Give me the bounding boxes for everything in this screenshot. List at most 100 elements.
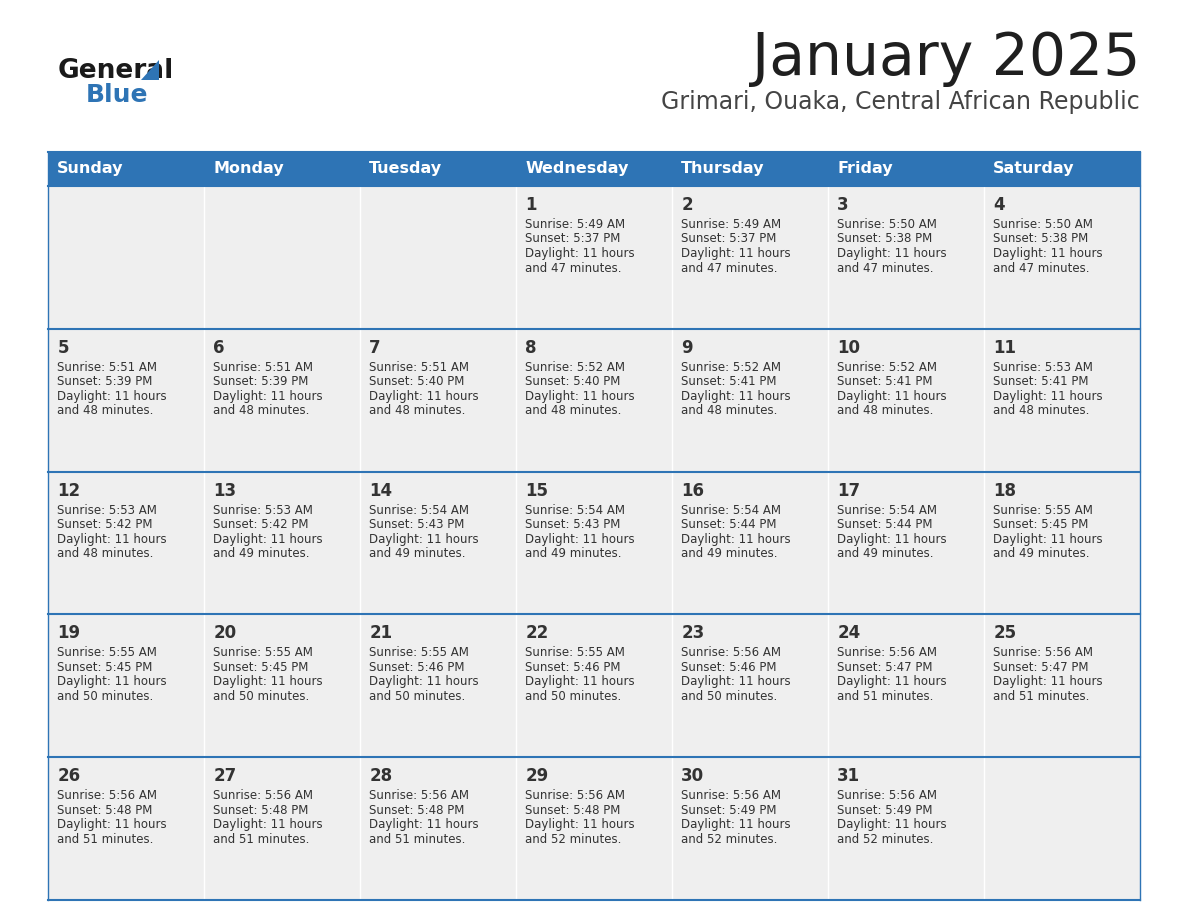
Text: Monday: Monday	[214, 162, 284, 176]
Text: and 47 minutes.: and 47 minutes.	[993, 262, 1089, 274]
Text: Sunrise: 5:55 AM: Sunrise: 5:55 AM	[993, 504, 1093, 517]
Text: Sunset: 5:42 PM: Sunset: 5:42 PM	[57, 518, 153, 532]
Bar	[204, 757, 360, 900]
Text: Sunrise: 5:54 AM: Sunrise: 5:54 AM	[838, 504, 937, 517]
Bar	[984, 472, 1140, 614]
Bar	[672, 472, 828, 614]
Text: Sunrise: 5:51 AM: Sunrise: 5:51 AM	[369, 361, 469, 374]
Text: Daylight: 11 hours: Daylight: 11 hours	[525, 390, 634, 403]
Bar	[828, 329, 984, 472]
Text: Daylight: 11 hours: Daylight: 11 hours	[838, 247, 947, 260]
Text: Daylight: 11 hours: Daylight: 11 hours	[525, 676, 634, 688]
Text: 25: 25	[993, 624, 1017, 643]
Text: 20: 20	[214, 624, 236, 643]
Text: and 51 minutes.: and 51 minutes.	[993, 690, 1089, 703]
Bar	[204, 614, 360, 757]
Text: Saturday: Saturday	[993, 162, 1075, 176]
Text: Thursday: Thursday	[682, 162, 765, 176]
Text: Sunrise: 5:56 AM: Sunrise: 5:56 AM	[214, 789, 314, 802]
Text: Friday: Friday	[838, 162, 893, 176]
Bar	[984, 614, 1140, 757]
Bar	[204, 152, 360, 186]
Text: Sunset: 5:48 PM: Sunset: 5:48 PM	[525, 803, 621, 817]
Bar	[516, 472, 672, 614]
Polygon shape	[141, 60, 159, 80]
Bar	[672, 186, 828, 329]
Text: Sunrise: 5:53 AM: Sunrise: 5:53 AM	[993, 361, 1093, 374]
Bar	[828, 757, 984, 900]
Text: 1: 1	[525, 196, 537, 214]
Bar	[984, 186, 1140, 329]
Text: Daylight: 11 hours: Daylight: 11 hours	[682, 676, 791, 688]
Text: and 50 minutes.: and 50 minutes.	[682, 690, 778, 703]
Text: Sunrise: 5:52 AM: Sunrise: 5:52 AM	[838, 361, 937, 374]
Text: and 49 minutes.: and 49 minutes.	[993, 547, 1089, 560]
Text: and 50 minutes.: and 50 minutes.	[369, 690, 466, 703]
Text: Sunset: 5:43 PM: Sunset: 5:43 PM	[369, 518, 465, 532]
Text: and 48 minutes.: and 48 minutes.	[682, 404, 778, 418]
Text: Sunrise: 5:56 AM: Sunrise: 5:56 AM	[838, 646, 937, 659]
Bar	[360, 614, 516, 757]
Text: 18: 18	[993, 482, 1017, 499]
Text: and 49 minutes.: and 49 minutes.	[369, 547, 466, 560]
Bar	[828, 614, 984, 757]
Text: Sunset: 5:48 PM: Sunset: 5:48 PM	[369, 803, 465, 817]
Text: Sunrise: 5:53 AM: Sunrise: 5:53 AM	[214, 504, 314, 517]
Text: and 52 minutes.: and 52 minutes.	[838, 833, 934, 845]
Bar	[48, 329, 204, 472]
Bar	[48, 152, 204, 186]
Text: Daylight: 11 hours: Daylight: 11 hours	[214, 818, 323, 831]
Bar	[360, 329, 516, 472]
Text: Daylight: 11 hours: Daylight: 11 hours	[682, 247, 791, 260]
Text: Sunrise: 5:55 AM: Sunrise: 5:55 AM	[214, 646, 314, 659]
Text: Daylight: 11 hours: Daylight: 11 hours	[838, 390, 947, 403]
Text: Sunrise: 5:53 AM: Sunrise: 5:53 AM	[57, 504, 157, 517]
Text: Sunset: 5:45 PM: Sunset: 5:45 PM	[214, 661, 309, 674]
Bar	[516, 186, 672, 329]
Text: Sunrise: 5:54 AM: Sunrise: 5:54 AM	[525, 504, 625, 517]
Text: 4: 4	[993, 196, 1005, 214]
Bar	[984, 757, 1140, 900]
Text: 21: 21	[369, 624, 392, 643]
Text: Sunrise: 5:49 AM: Sunrise: 5:49 AM	[682, 218, 782, 231]
Text: and 50 minutes.: and 50 minutes.	[57, 690, 153, 703]
Text: Sunset: 5:48 PM: Sunset: 5:48 PM	[57, 803, 153, 817]
Text: Sunset: 5:41 PM: Sunset: 5:41 PM	[993, 375, 1089, 388]
Text: 17: 17	[838, 482, 860, 499]
Text: Daylight: 11 hours: Daylight: 11 hours	[993, 390, 1102, 403]
Text: Sunset: 5:49 PM: Sunset: 5:49 PM	[682, 803, 777, 817]
Text: Sunset: 5:48 PM: Sunset: 5:48 PM	[214, 803, 309, 817]
Text: Sunrise: 5:55 AM: Sunrise: 5:55 AM	[525, 646, 625, 659]
Bar	[516, 152, 672, 186]
Text: and 49 minutes.: and 49 minutes.	[838, 547, 934, 560]
Text: Sunrise: 5:56 AM: Sunrise: 5:56 AM	[525, 789, 625, 802]
Text: Tuesday: Tuesday	[369, 162, 442, 176]
Bar	[516, 614, 672, 757]
Text: and 51 minutes.: and 51 minutes.	[57, 833, 153, 845]
Text: Sunset: 5:42 PM: Sunset: 5:42 PM	[214, 518, 309, 532]
Text: Daylight: 11 hours: Daylight: 11 hours	[214, 390, 323, 403]
Bar	[360, 186, 516, 329]
Text: Sunrise: 5:55 AM: Sunrise: 5:55 AM	[57, 646, 157, 659]
Text: and 51 minutes.: and 51 minutes.	[214, 833, 310, 845]
Bar	[672, 757, 828, 900]
Text: Daylight: 11 hours: Daylight: 11 hours	[838, 818, 947, 831]
Text: Sunset: 5:43 PM: Sunset: 5:43 PM	[525, 518, 621, 532]
Text: Daylight: 11 hours: Daylight: 11 hours	[525, 818, 634, 831]
Text: Daylight: 11 hours: Daylight: 11 hours	[682, 818, 791, 831]
Text: 3: 3	[838, 196, 849, 214]
Text: Sunset: 5:46 PM: Sunset: 5:46 PM	[525, 661, 621, 674]
Text: Sunset: 5:40 PM: Sunset: 5:40 PM	[525, 375, 621, 388]
Text: 5: 5	[57, 339, 69, 357]
Text: Sunrise: 5:55 AM: Sunrise: 5:55 AM	[369, 646, 469, 659]
Text: 23: 23	[682, 624, 704, 643]
Text: Daylight: 11 hours: Daylight: 11 hours	[369, 390, 479, 403]
Text: Daylight: 11 hours: Daylight: 11 hours	[369, 676, 479, 688]
Text: and 47 minutes.: and 47 minutes.	[525, 262, 621, 274]
Text: and 48 minutes.: and 48 minutes.	[838, 404, 934, 418]
Text: and 49 minutes.: and 49 minutes.	[214, 547, 310, 560]
Text: Sunset: 5:45 PM: Sunset: 5:45 PM	[993, 518, 1088, 532]
Bar	[984, 152, 1140, 186]
Text: Daylight: 11 hours: Daylight: 11 hours	[838, 532, 947, 545]
Text: Sunrise: 5:56 AM: Sunrise: 5:56 AM	[682, 789, 782, 802]
